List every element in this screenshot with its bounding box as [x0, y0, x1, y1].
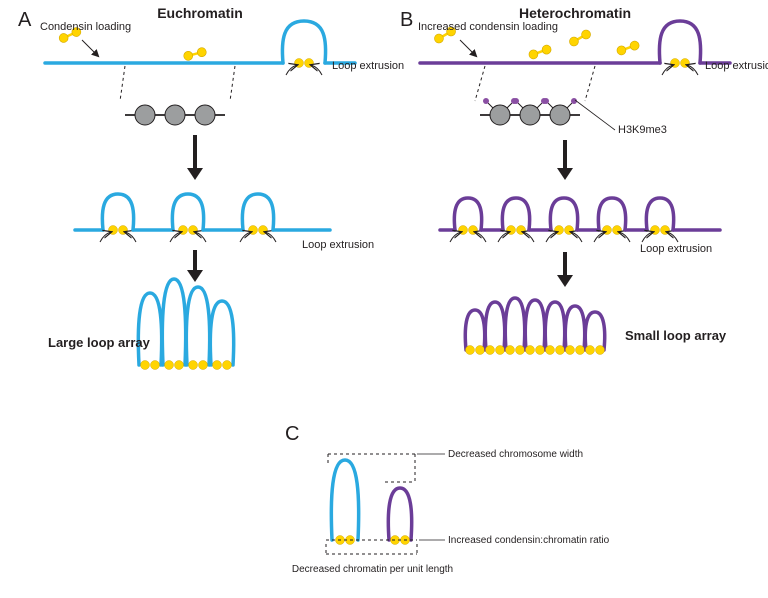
svg-text:Increased condensin:chromatin: Increased condensin:chromatin ratio [448, 535, 610, 546]
panel-a: A Euchromatin Condensin loading Loop extrus… [18, 5, 404, 370]
svg-text:Decreased chromatin per unit l: Decreased chromatin per unit length [292, 564, 453, 575]
svg-text:Condensin loading: Condensin loading [40, 21, 131, 33]
svg-text:H3K9me3: H3K9me3 [618, 124, 667, 136]
svg-text:Small loop array: Small loop array [625, 328, 727, 343]
svg-text:Decreased chromosome width: Decreased chromosome width [448, 449, 583, 460]
panel-c: C Decreased chromosome width Increased con… [285, 423, 610, 575]
svg-text:Large loop array: Large loop array [48, 335, 151, 350]
svg-text:B: B [400, 9, 413, 31]
svg-text:Euchromatin: Euchromatin [157, 5, 243, 21]
svg-text:C: C [285, 423, 299, 445]
svg-text:Heterochromatin: Heterochromatin [519, 5, 631, 21]
svg-text:Loop extrusion: Loop extrusion [332, 60, 404, 72]
svg-text:Increased condensin loading: Increased condensin loading [418, 21, 558, 33]
svg-text:A: A [18, 9, 32, 31]
panel-b: B HeterochromatinIncreased condensin load… [400, 5, 768, 355]
figure-svg: A Euchromatin Condensin loading Loop extrus… [0, 0, 768, 598]
svg-text:Loop extrusion: Loop extrusion [705, 60, 768, 72]
svg-text:Loop extrusion: Loop extrusion [302, 239, 374, 251]
svg-text:Loop extrusion: Loop extrusion [640, 243, 712, 255]
